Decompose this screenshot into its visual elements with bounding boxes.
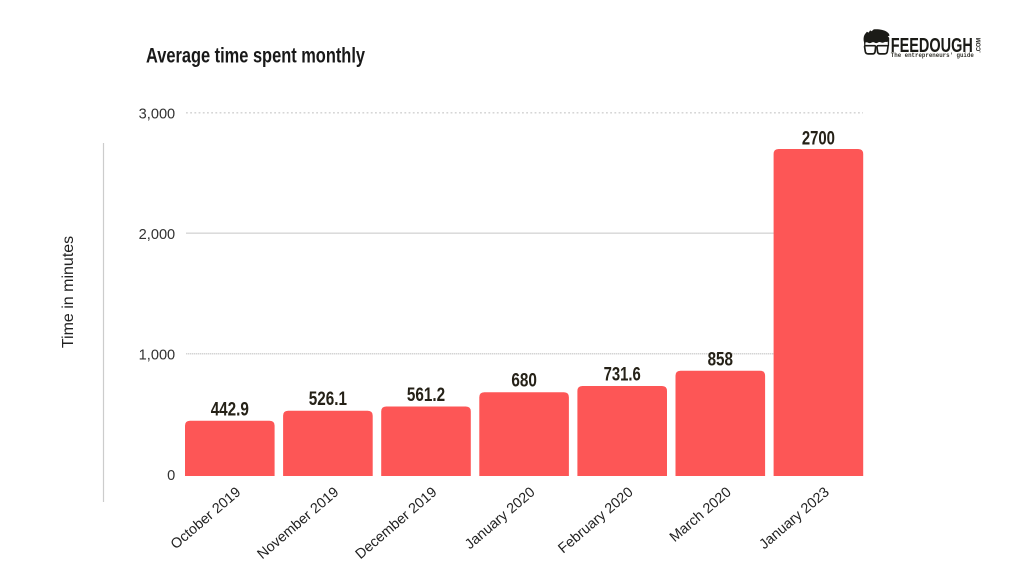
svg-text:1,000: 1,000 (139, 348, 176, 364)
svg-text:858: 858 (708, 349, 733, 370)
svg-text:Time in minutes: Time in minutes (60, 236, 77, 348)
svg-text:561.2: 561.2 (407, 385, 445, 406)
svg-text:3,000: 3,000 (139, 107, 176, 123)
svg-text:2,000: 2,000 (139, 227, 176, 243)
svg-text:FEEDOUGH: FEEDOUGH (891, 34, 973, 57)
svg-text:0: 0 (167, 468, 175, 484)
svg-text:The entrepreneurs' guide: The entrepreneurs' guide (891, 52, 974, 59)
svg-text:680: 680 (511, 371, 537, 392)
svg-text:731.6: 731.6 (604, 365, 641, 386)
svg-text:2700: 2700 (802, 129, 835, 150)
svg-text:526.1: 526.1 (309, 389, 348, 410)
svg-text:Average time spent monthly: Average time spent monthly (146, 43, 365, 68)
svg-text:.COM: .COM (977, 38, 983, 53)
svg-text:442.9: 442.9 (211, 399, 249, 420)
